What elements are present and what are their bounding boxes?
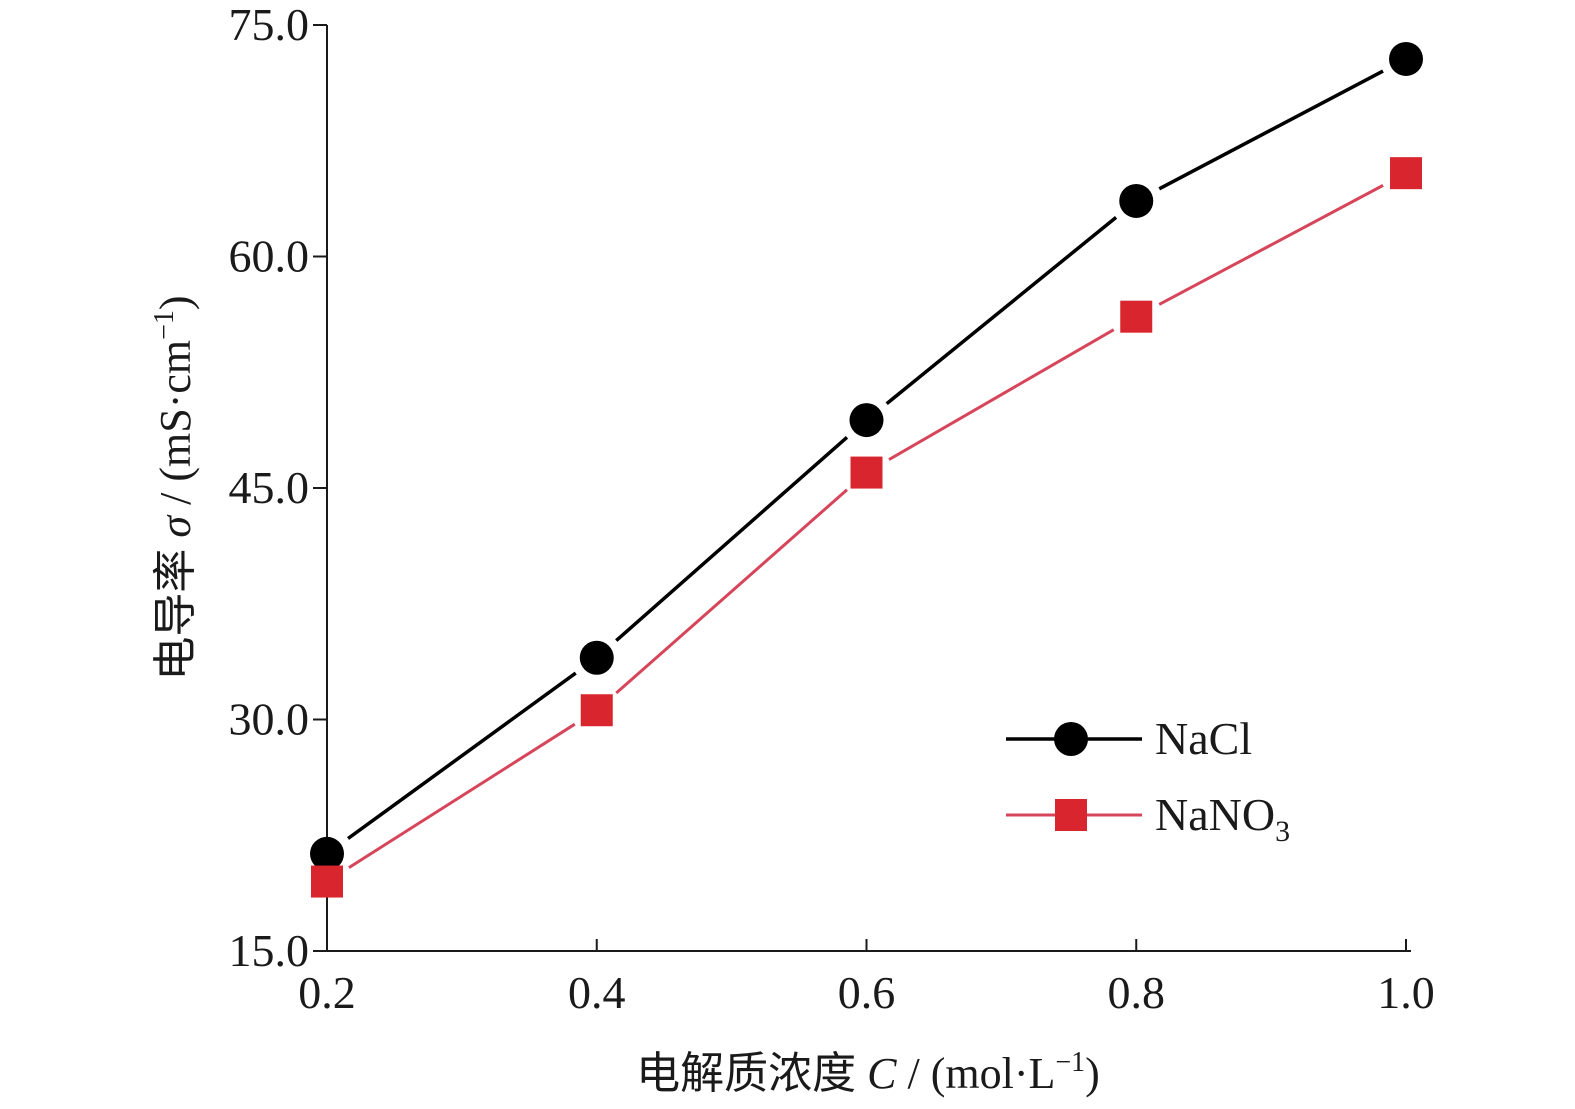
y-tick-label: 60.0 (229, 231, 310, 282)
legend-label-nano3: NaNO3 (1155, 789, 1290, 848)
series-nano3 (311, 157, 1422, 898)
x-tick-label: 0.6 (838, 967, 896, 1018)
series-line-segment-nacl (885, 215, 1118, 406)
y-tick-label: 15.0 (229, 925, 310, 976)
y-tick-label: 45.0 (229, 462, 310, 513)
data-point-nacl (579, 640, 614, 675)
series-line-segment-nano3 (888, 328, 1115, 461)
legend-item-nano3: NaNO3 (1006, 789, 1290, 848)
series-nacl (310, 41, 1423, 871)
data-point-nano3 (1120, 300, 1153, 333)
x-tick-label: 1.0 (1377, 967, 1435, 1018)
x-tick-label: 0.8 (1108, 967, 1166, 1018)
series-layer (310, 41, 1423, 898)
x-axis-title: 电解质浓度 C / (mol·L−1) (636, 1047, 1100, 1098)
data-point-nano3 (311, 865, 343, 898)
series-line-segment-nano3 (615, 488, 848, 695)
axis-ticks: 15.0 30.0 45.0 60.0 75.0 0.2 0.4 0.6 0.8 1.0 (229, 0, 1435, 1018)
x-tick-label: 0.4 (568, 967, 626, 1018)
series-line-segment-nano3 (1158, 184, 1384, 306)
legend-label-nacl: NaCl (1155, 713, 1252, 764)
series-line-segment-nacl (1158, 69, 1384, 191)
data-point-nacl (849, 403, 884, 438)
data-point-nano3 (850, 456, 883, 489)
data-point-nacl (1389, 41, 1423, 76)
legend: NaCl NaNO3 (1006, 713, 1290, 848)
y-tick-label: 75.0 (229, 0, 310, 50)
x-tick-label: 0.2 (298, 967, 356, 1018)
legend-marker-nacl (1054, 722, 1088, 756)
y-axis-title: 电导率 σ / (mS·cm−1) (149, 295, 200, 680)
data-point-nacl (1119, 183, 1154, 218)
y-tick-label: 30.0 (229, 694, 310, 745)
series-line-segment-nacl (347, 671, 577, 840)
series-line-segment-nano3 (348, 722, 576, 869)
legend-item-nacl: NaCl (1006, 713, 1252, 764)
data-point-nano3 (1390, 157, 1422, 190)
legend-marker-nano3 (1055, 799, 1087, 831)
data-point-nano3 (580, 694, 613, 727)
series-line-segment-nacl (615, 435, 849, 642)
data-point-nacl (310, 836, 344, 871)
